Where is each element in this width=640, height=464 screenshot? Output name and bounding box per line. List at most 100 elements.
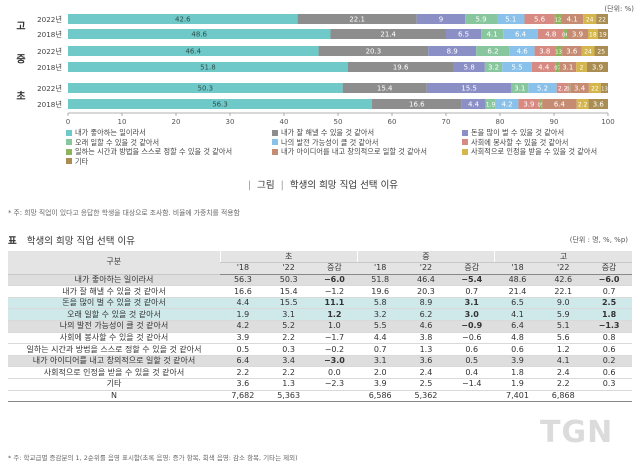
x-tick-label: 60 <box>388 118 397 126</box>
legend-swatch <box>462 129 468 136</box>
table-unit: (단위 : 명, %, %p) <box>569 236 628 244</box>
table-cell: 2.2 <box>220 366 266 380</box>
table-cell: 4.1 <box>494 308 541 322</box>
bar-segment <box>561 14 584 24</box>
bar-value-label: 25 <box>597 48 605 55</box>
bar-value-label: 06 <box>562 32 569 38</box>
bar-segment <box>416 14 466 24</box>
group-label: 고 <box>16 21 25 33</box>
bar-segment <box>496 14 525 24</box>
table-cell: −1.3 <box>586 320 632 333</box>
bar-segment <box>588 99 608 109</box>
bar-value-label: 6.2 <box>487 47 498 55</box>
table-cell: 4.4 <box>220 297 266 310</box>
table-cell: 19.6 <box>357 285 404 298</box>
group-label: 초 <box>16 90 25 103</box>
bar-segment <box>509 46 535 56</box>
bar-value-label: 2 <box>580 64 584 71</box>
bar-segment <box>68 14 298 24</box>
bar-segment <box>555 46 563 56</box>
table-row: 내가 좋아하는 일이라서 56.3 50.3 −6.0 51.8 46.4 −5.4 48.6… <box>8 274 632 287</box>
table-cell: 3.2 <box>357 308 404 322</box>
table-cell: 2.4 <box>540 366 587 380</box>
bar-value-label: 5.8 <box>464 63 475 71</box>
table-cell: 3.6 <box>403 355 449 368</box>
table-cell: −6.0 <box>586 274 632 287</box>
bar-value-label: 6.5 <box>458 30 469 38</box>
table-cell: 3.9 <box>220 332 266 345</box>
table-cell: 9.0 <box>540 297 587 310</box>
table-cell: 4.6 <box>403 320 449 333</box>
table-cell: 21.4 <box>494 285 541 298</box>
table-cell: 2.2 <box>540 378 587 391</box>
bar-value-label: 13 <box>555 49 562 55</box>
table-cell: 3.1 <box>357 355 404 368</box>
year-label: 2018년 <box>37 63 62 72</box>
row-label: 내가 잘 해낼 수 있을 것 같아서 <box>8 285 220 298</box>
bar-segment <box>588 29 598 39</box>
bar-segment <box>576 99 589 109</box>
row-label: 일하는 시간과 방법을 스스로 정할 수 있을 것 같아서 <box>8 343 220 356</box>
legend-swatch <box>272 148 278 155</box>
table-cell: 4.8 <box>494 332 541 345</box>
year-label: 2022년 <box>37 15 62 24</box>
legend-label: 기타 <box>75 156 89 166</box>
x-tick-label: 70 <box>442 118 451 126</box>
table-cell: 2.2 <box>265 332 312 345</box>
x-tick-label: 20 <box>172 118 181 126</box>
bar-value-label: 2.2 <box>578 101 588 108</box>
table-cell: −6.0 <box>311 274 358 287</box>
bar-value-label: 24 <box>586 16 594 23</box>
legend-label: 내가 잘 해낼 수 있을 것 같아서 <box>281 128 375 137</box>
column-header-sub: '22 <box>403 262 449 275</box>
figure-caption-title: 학생의 희망 직업 선택 이유 <box>289 180 399 191</box>
bar-segment <box>511 83 529 93</box>
bar-value-label: 21.4 <box>380 30 396 38</box>
legend-item: 돈을 많이 벌 수 있을 것 같아서 <box>462 128 622 138</box>
table-cell: 1.8 <box>494 366 541 380</box>
table-row: 내가 잘 해낼 수 있을 것 같아서 16.6 15.4 −1.2 19.6 20.3 0.… <box>8 285 632 298</box>
column-header-sub: '18 <box>494 262 541 275</box>
bar-value-label: 12 <box>555 17 562 23</box>
legend-label: 나의 발전 가능성이 클 것 같아서 <box>281 137 379 147</box>
bar-segment <box>559 62 577 72</box>
x-tick-label: 0 <box>66 118 70 126</box>
bar-value-label: 22 <box>598 16 606 23</box>
table-cell: 0.6 <box>494 343 541 356</box>
x-tick-label: 80 <box>496 118 505 126</box>
table-cell: 0.7 <box>448 285 495 298</box>
table-cell: 5.6 <box>540 332 587 345</box>
table-cell: 15.4 <box>265 285 312 298</box>
row-label: 오래 일할 수 있을 것 같아서 <box>8 308 220 322</box>
bar-segment <box>581 46 595 56</box>
column-header-sub: 증감 <box>311 262 358 275</box>
bar-value-label: 46.4 <box>185 47 201 55</box>
column-header-group: 고 <box>494 251 632 264</box>
bar-segment <box>476 46 510 56</box>
bar-value-label: 6.4 <box>554 100 566 108</box>
x-tick-label: 40 <box>280 118 289 126</box>
legend-label: 내가 좋아하는 일이라서 <box>75 128 146 137</box>
bar-value-label: 03 <box>566 86 573 92</box>
legend-swatch <box>272 129 278 136</box>
bar-segment <box>446 29 482 39</box>
legend-item: 일하는 시간과 방법을 스스로 정할 수 있을 것 같아서 <box>66 147 272 157</box>
column-header-sub: '18 <box>220 262 266 275</box>
year-label: 2022년 <box>37 47 62 56</box>
bar-segment <box>542 99 577 109</box>
bar-value-label: 19 <box>599 31 607 38</box>
bar-segment <box>594 46 608 56</box>
bar-value-label: 18 <box>589 31 597 38</box>
legend-item: 내가 잘 해낼 수 있을 것 같아서 <box>272 128 462 138</box>
bar-segment <box>600 83 608 93</box>
chart-legend: 내가 좋아하는 일이라서 내가 잘 해낼 수 있을 것 같아서 돈을 많이 벌 수 … <box>66 128 626 166</box>
table-row: 내가 아이디어를 내고 창의적으로 일할 것 같아서 6.4 3.4 −3.0 3.1 3… <box>8 355 632 368</box>
table-cell: 0.2 <box>586 355 632 368</box>
legend-item: 사회에 봉사할 수 있을 것 같아서 <box>462 138 622 148</box>
table-cell: 3.1 <box>265 308 312 322</box>
bar-value-label: 22 <box>591 85 599 92</box>
table-cell: 5,363 <box>265 390 312 403</box>
table-cell: 2.5 <box>586 297 632 310</box>
bar-value-label: 20.3 <box>366 47 382 55</box>
